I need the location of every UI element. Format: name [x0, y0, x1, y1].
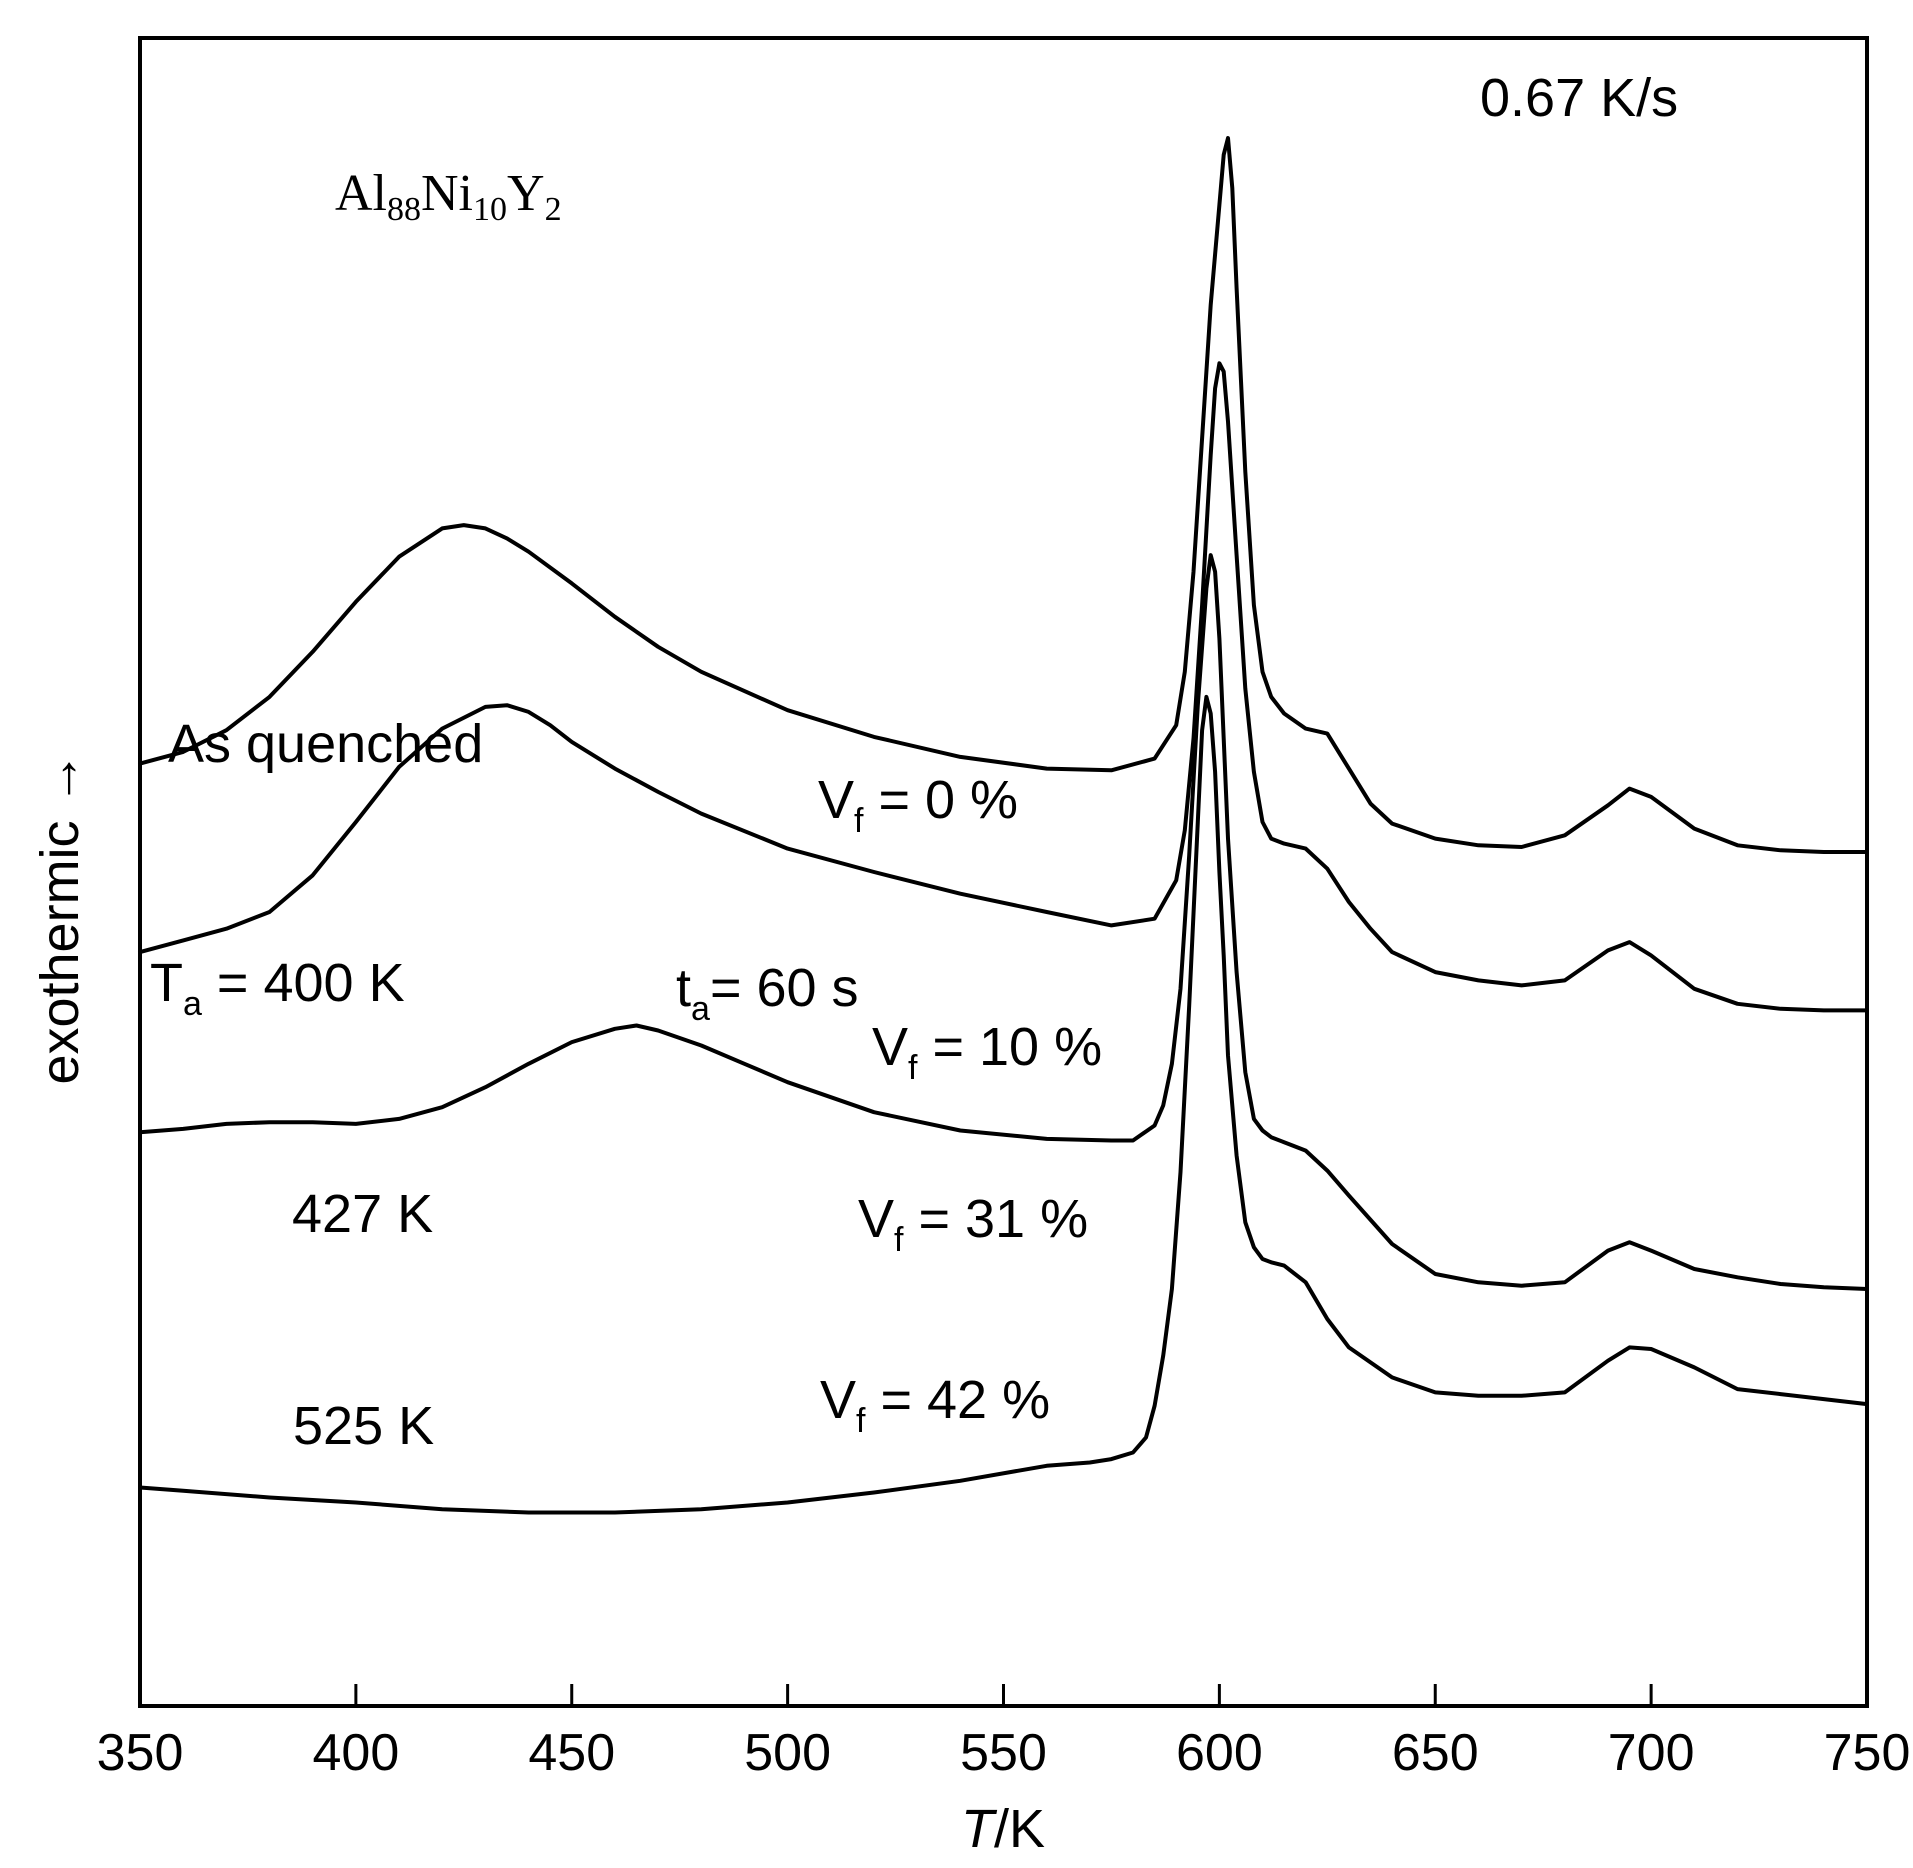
vf-0-label: Vf = 0 %	[818, 770, 1018, 840]
x-tick-label-750: 750	[1824, 1724, 1911, 1782]
curve-400k	[138, 361, 1869, 1013]
427k-label: 427 K	[292, 1184, 433, 1244]
ta-temperature-label: Ta = 400 K	[150, 953, 405, 1023]
x-tick-label-350: 350	[97, 1724, 184, 1782]
alloy-composition: Al88Ni10Y2	[335, 165, 562, 228]
x-tick-label-600: 600	[1176, 1724, 1263, 1782]
vf-31-label: Vf = 31 %	[858, 1189, 1088, 1259]
x-axis-ticks: 350 400 450 500 550 600 650 700 750	[97, 1684, 1911, 1782]
x-tick-label-400: 400	[312, 1724, 399, 1782]
vf-10-label: Vf = 10 %	[872, 1017, 1102, 1087]
heating-rate-label: 0.67 K/s	[1480, 68, 1678, 128]
curve-427k	[138, 553, 1869, 1291]
525k-label: 525 K	[293, 1396, 434, 1456]
x-axis-label: T/K	[961, 1799, 1045, 1859]
dsc-curves	[138, 136, 1869, 1515]
x-tick-label-450: 450	[528, 1724, 615, 1782]
x-tick-label-550: 550	[960, 1724, 1047, 1782]
ta-time-label: ta= 60 s	[676, 958, 859, 1028]
x-tick-label-700: 700	[1608, 1724, 1695, 1782]
vf-42-label: Vf = 42 %	[820, 1370, 1050, 1440]
curve-as-quenched	[138, 136, 1869, 854]
as-quenched-label: As quenched	[168, 714, 483, 774]
x-tick-label-500: 500	[744, 1724, 831, 1782]
curve-525k	[138, 694, 1869, 1515]
x-tick-label-650: 650	[1392, 1724, 1479, 1782]
y-axis-label: exothermic →	[30, 751, 90, 1084]
